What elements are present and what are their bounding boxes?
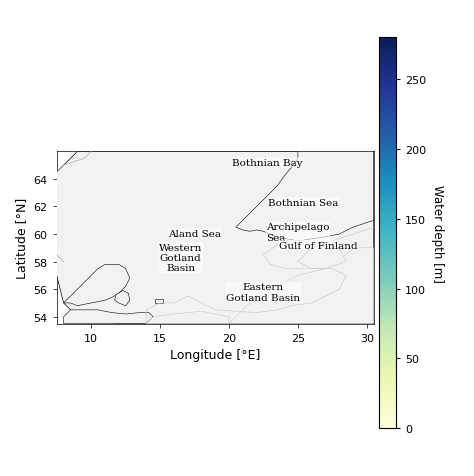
Polygon shape	[64, 265, 130, 306]
Polygon shape	[229, 248, 374, 324]
Text: 50: 50	[302, 239, 311, 246]
Text: 50: 50	[158, 298, 165, 307]
Text: Eastern
Gotland Basin: Eastern Gotland Basin	[227, 283, 301, 302]
Polygon shape	[146, 312, 229, 324]
Text: 50: 50	[107, 271, 117, 282]
Y-axis label: Water depth [m]: Water depth [m]	[431, 184, 444, 282]
Text: Bothnian Bay: Bothnian Bay	[232, 159, 303, 168]
Text: Bothnian Sea: Bothnian Sea	[267, 198, 338, 208]
Text: 50: 50	[247, 264, 253, 272]
Text: 50: 50	[235, 175, 246, 184]
Polygon shape	[115, 291, 130, 306]
Text: Western
Gotland
Basin: Western Gotland Basin	[159, 243, 202, 273]
Polygon shape	[236, 152, 374, 241]
Text: Gulf of Finland: Gulf of Finland	[279, 241, 358, 250]
X-axis label: Longitude [°E]: Longitude [°E]	[170, 348, 260, 361]
Polygon shape	[29, 152, 374, 324]
Polygon shape	[155, 299, 163, 303]
Polygon shape	[264, 241, 346, 269]
Text: Aland Sea: Aland Sea	[168, 229, 221, 238]
Text: 50: 50	[280, 165, 287, 175]
Y-axis label: Latitude [°N]: Latitude [°N]	[15, 198, 28, 278]
Text: Archipelago
Sea: Archipelago Sea	[266, 223, 330, 242]
Polygon shape	[64, 310, 153, 324]
